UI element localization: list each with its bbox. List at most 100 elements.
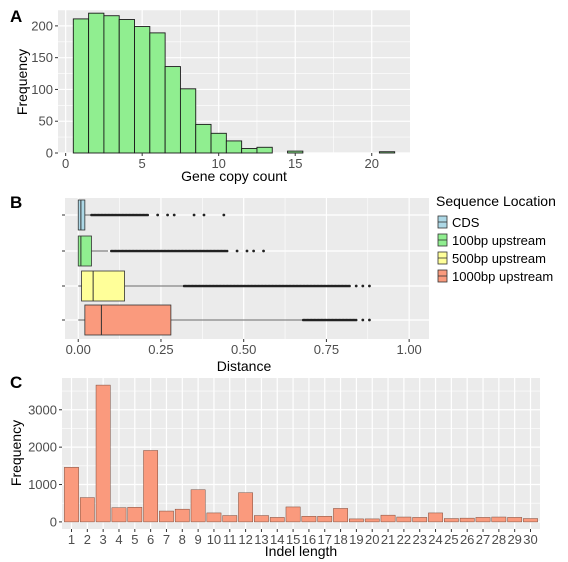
panel-a-letter: A: [10, 7, 22, 26]
panel-c-bar: [349, 518, 364, 523]
panel-c-xtick-label: 1: [68, 532, 75, 547]
panel-c-bar: [459, 517, 475, 523]
panel-c-background: [62, 378, 540, 529]
legend-label: 1000bp upstream: [452, 269, 553, 284]
legend-item: 100bp upstream: [437, 233, 546, 248]
panel-c: C 1 2 3 4 5 6 7 8 9 10 11 12 13 14 15 16 17 18 19 20 21 22 23 2…: [8, 373, 540, 559]
panel-b-box-group: [77, 199, 226, 231]
panel-c-bar: [79, 497, 95, 523]
panel-c-bar: [285, 506, 301, 523]
panel-a-ytick-label: 0: [46, 146, 53, 161]
panel-b-box-group: [78, 270, 371, 302]
panel-a-xtick-label: 5: [139, 156, 146, 171]
panel-b-box: [77, 199, 86, 231]
panel-c-xtick-label: 13: [254, 532, 268, 547]
panel-c-bar: [475, 517, 491, 523]
panel-c-bar: [269, 517, 285, 523]
panel-b-box-group: [78, 304, 371, 336]
panel-c-xtick-label: 14: [270, 532, 284, 547]
panel-c-xtick-label: 20: [365, 532, 379, 547]
panel-b-xtick-label: 0.50: [231, 342, 256, 357]
panel-b-outliers: [90, 213, 150, 217]
panel-a-bar: [225, 140, 243, 154]
panel-a-xtick-label: 15: [288, 156, 302, 171]
panel-c-bar: [317, 516, 333, 523]
legend-item: 500bp upstream: [437, 251, 546, 266]
panel-a-bar: [241, 148, 258, 154]
legend-label: 100bp upstream: [452, 233, 546, 248]
panel-c-xtick-label: 17: [318, 532, 332, 547]
panel-c-xtick-label: 26: [460, 532, 474, 547]
panel-b-outlier: [166, 213, 169, 217]
panel-b-outlier: [252, 249, 256, 253]
panel-c-ytick-label: 0: [50, 514, 57, 529]
panel-b-outlier: [368, 318, 371, 322]
panel-b-ticks: 0.00 0.25 0.50 0.75 1.00: [62, 214, 422, 357]
panel-c-bar: [507, 517, 523, 523]
panel-a-ytick-label: 150: [31, 50, 53, 65]
panel-c-xtick-label: 25: [444, 532, 458, 547]
panel-c-grid: [62, 378, 540, 529]
legend-item: 1000bp upstream: [437, 269, 553, 284]
panel-c-xtick-label: 16: [302, 532, 316, 547]
panel-a-bar: [118, 19, 135, 154]
panel-b-outlier: [192, 213, 196, 217]
legend-items: CDS 100bp upstream 500bp upstream 1000bp up…: [437, 215, 553, 284]
panel-c-xtick-label: 27: [476, 532, 490, 547]
panel-c-xtick-label: 24: [428, 532, 442, 547]
panel-a-bar: [149, 32, 166, 154]
panel-c-xtick-label: 18: [333, 532, 347, 547]
panel-a-bar: [72, 18, 90, 154]
panel-b-outliers: [110, 249, 229, 253]
panel-c-bar: [159, 510, 174, 523]
panel-b-outlier: [172, 213, 176, 217]
panel-c-bar: [238, 492, 253, 523]
panel-b-outlier: [354, 284, 358, 288]
panel-a-bar: [210, 132, 227, 154]
panel-c-xlabel: Indel length: [265, 543, 337, 559]
panel-c-xtick-label: 29: [507, 532, 521, 547]
panel-a-ytick-label: 100: [31, 82, 53, 97]
panel-b-xtick-label: 0.75: [314, 342, 339, 357]
panel-b-outlier: [361, 284, 365, 288]
panel-c-bar: [174, 508, 190, 523]
panel-c-xtick-label: 9: [195, 532, 202, 547]
panel-b-xtick-label: 1.00: [396, 342, 421, 357]
panel-c-bar: [190, 489, 206, 523]
panel-b-outlier: [361, 318, 365, 322]
panel-c-xtick-label: 23: [412, 532, 426, 547]
panel-a-xtick-label: 0: [62, 156, 69, 171]
panel-b-outliers: [301, 318, 358, 322]
panel-a-bar: [88, 12, 105, 154]
legend-label: CDS: [452, 215, 480, 230]
panel-b-xtick-label: 0.00: [66, 342, 91, 357]
panel-b-outlier: [368, 284, 371, 288]
panel-c-xtick-label: 30: [523, 532, 537, 547]
panel-c-xtick-label: 15: [286, 532, 300, 547]
panel-a-bar: [103, 15, 120, 154]
panel-c-bar: [111, 507, 127, 523]
panel-a-xtick-label: 10: [211, 156, 225, 171]
panel-b-letter: B: [10, 193, 22, 212]
panel-c-bar: [254, 515, 269, 523]
panel-a-bar: [378, 151, 396, 154]
panel-c-letter: C: [10, 373, 22, 392]
panel-c-xtick-label: 21: [381, 532, 395, 547]
panel-a-bar: [164, 66, 181, 154]
panel-c-ytick-label: 3000: [28, 402, 57, 417]
panel-b: B 0.00 0.25 0.50 0.75 1.00 Distance Sequence…: [10, 193, 556, 374]
panel-c-bar: [301, 516, 317, 523]
panel-c-bar: [491, 516, 507, 523]
panel-b-outlier: [262, 249, 265, 253]
legend-label: 500bp upstream: [452, 251, 546, 266]
panel-c-bar: [396, 516, 412, 523]
panel-c-bar: [380, 514, 396, 523]
panel-c-bar: [143, 450, 159, 523]
panel-c-bar: [222, 515, 238, 523]
panel-b-outliers: [182, 284, 351, 288]
panel-a-bar: [195, 123, 212, 154]
panel-a-xtick-label: 20: [365, 156, 379, 171]
